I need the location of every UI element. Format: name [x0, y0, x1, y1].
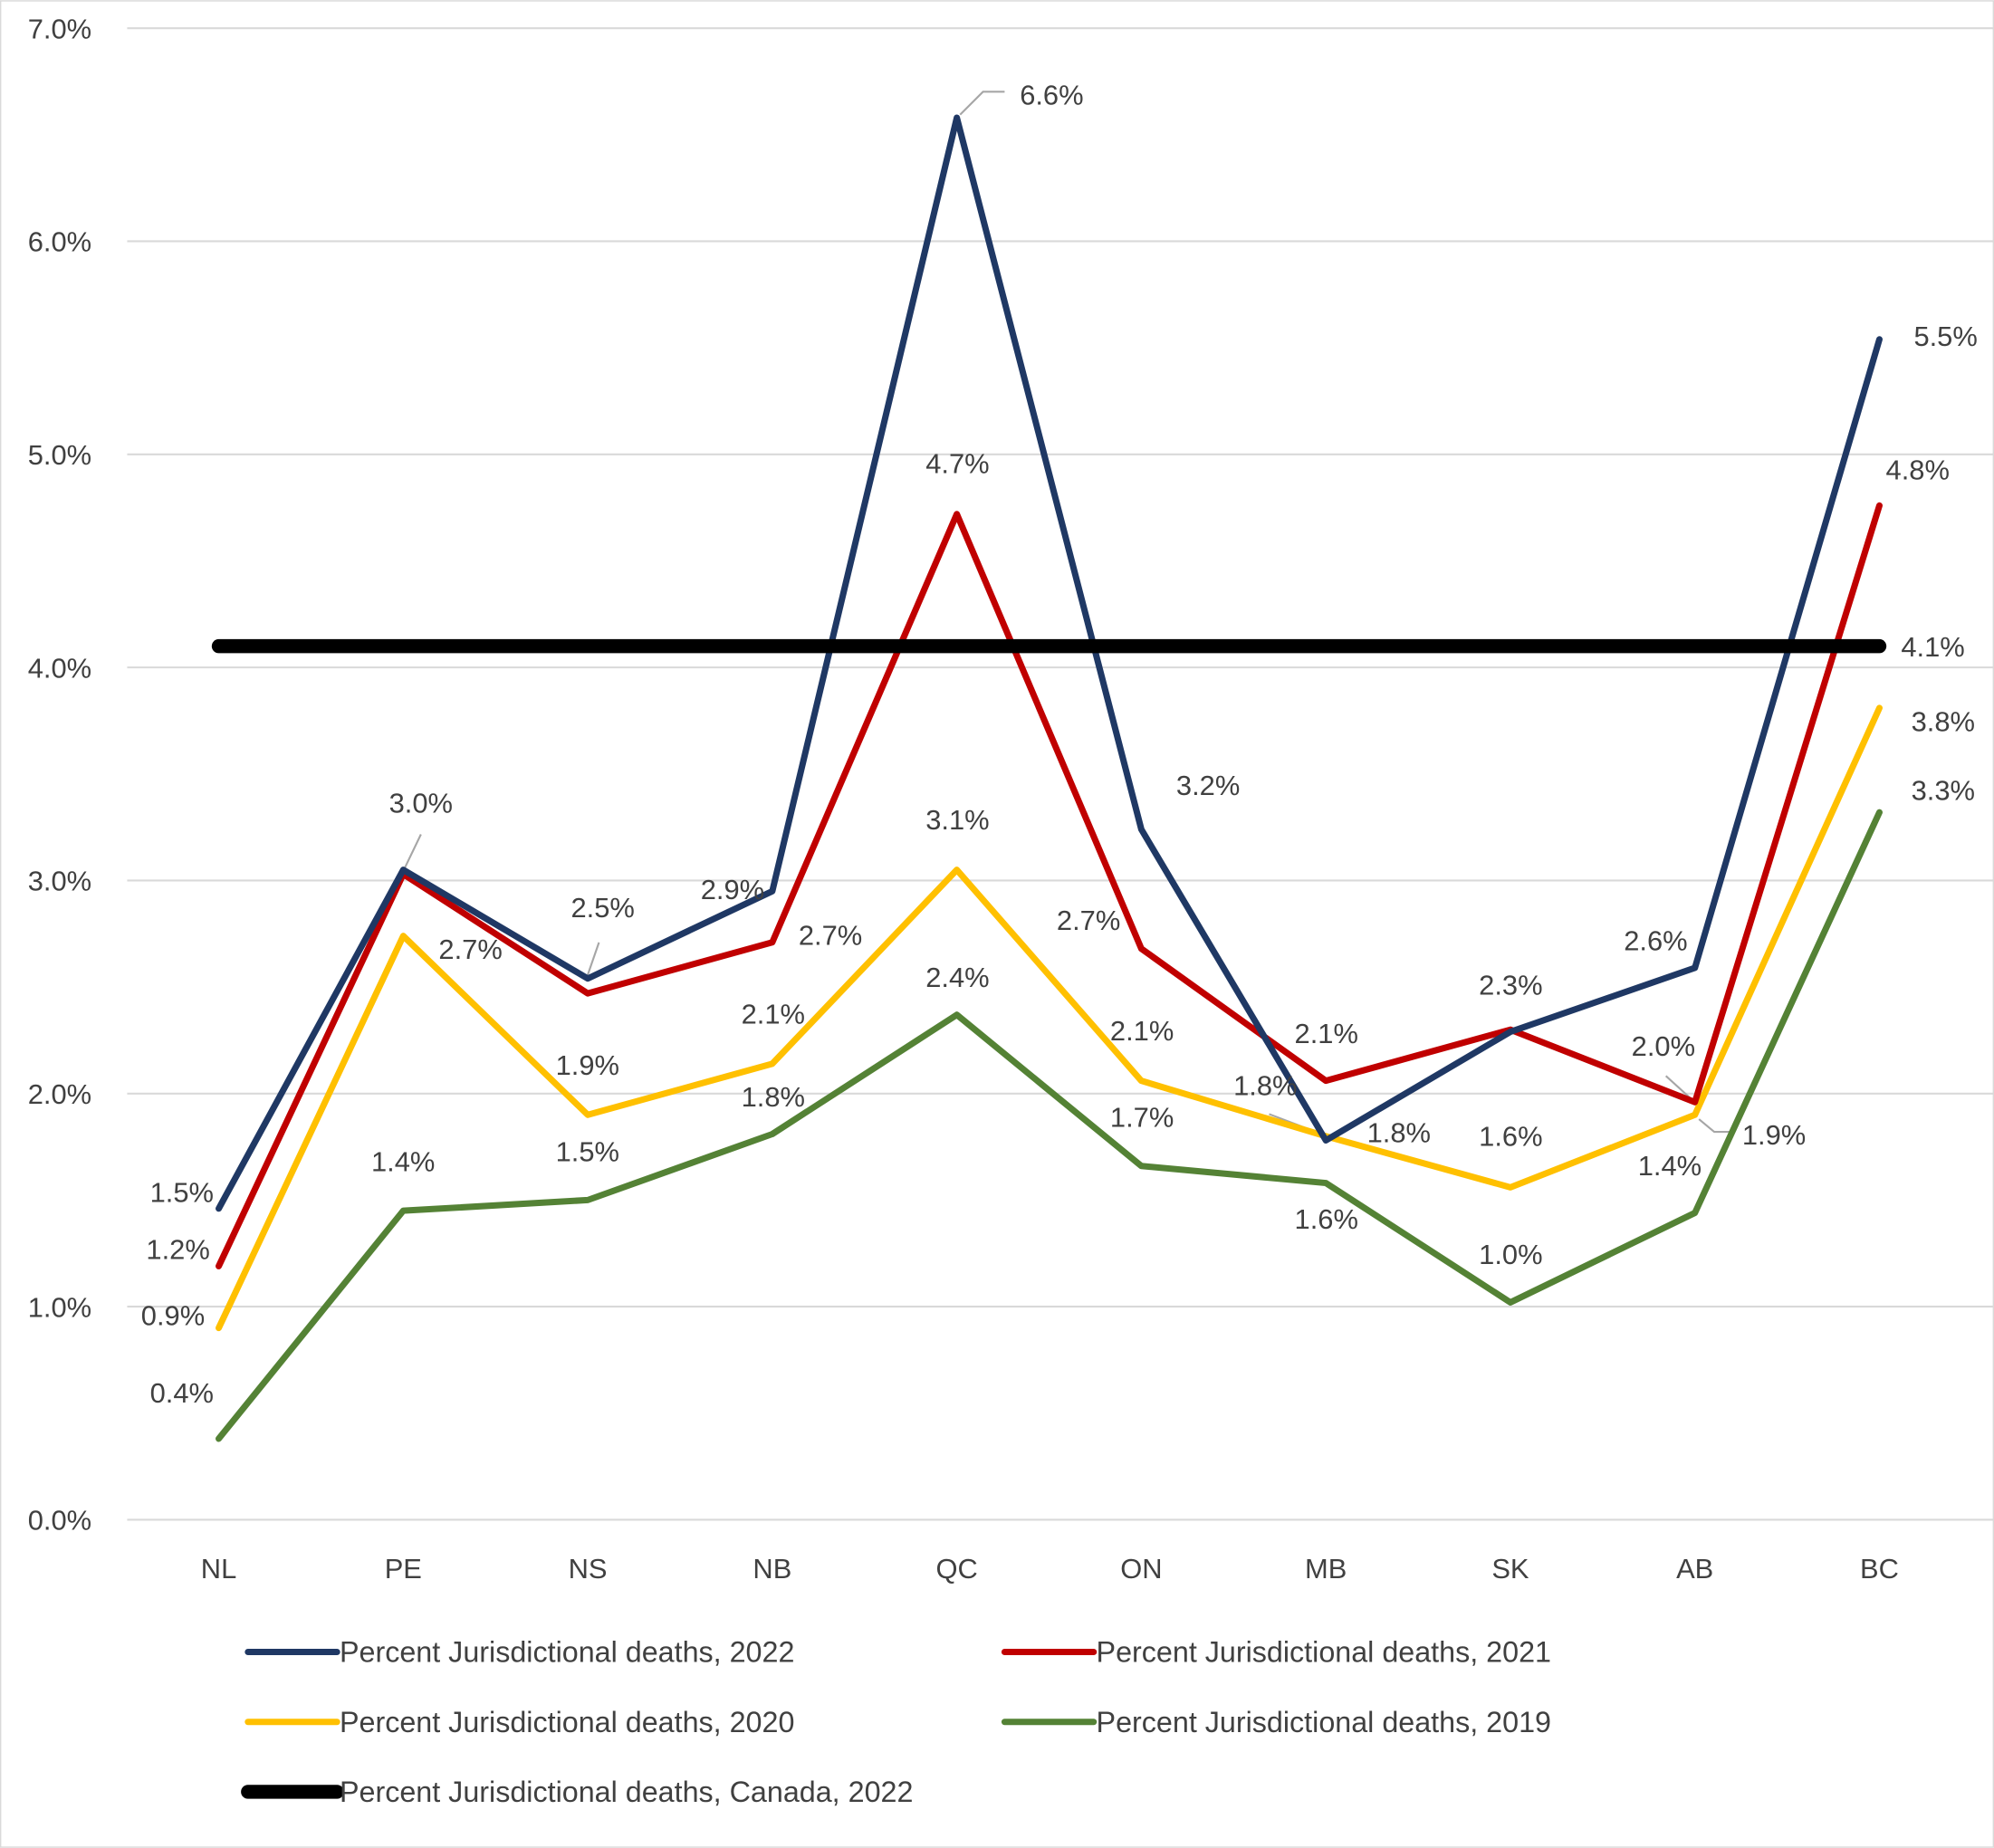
y-tick-label: 0.0% [28, 1505, 91, 1537]
data-label: 4.8% [1886, 455, 1950, 486]
x-tick-label: NB [753, 1553, 791, 1585]
x-tick-label: BC [1860, 1553, 1899, 1585]
data-label: 1.8% [742, 1081, 805, 1113]
data-label: 2.9% [701, 874, 764, 905]
series-line [216, 809, 1883, 1442]
leader-line [959, 91, 1005, 116]
data-label: 2.7% [1057, 905, 1120, 936]
data-label: 2.0% [1632, 1030, 1695, 1062]
legend-item: Percent Jurisdictional deaths, Canada, 2… [241, 1776, 913, 1808]
x-tick-label: ON [1120, 1553, 1162, 1585]
data-label: 3.2% [1176, 770, 1240, 801]
data-label: 1.8% [1233, 1069, 1297, 1101]
data-label: 0.9% [141, 1300, 205, 1332]
x-tick-label: PE [385, 1553, 422, 1585]
legend-label: Percent Jurisdictional deaths, 2021 [1097, 1636, 1551, 1669]
data-label: 3.8% [1912, 706, 1975, 738]
data-label: 1.5% [150, 1176, 214, 1208]
y-tick-label: 4.0% [28, 652, 91, 684]
legend-item: Percent Jurisdictional deaths, 2020 [244, 1706, 794, 1738]
data-label: 1.0% [1479, 1239, 1542, 1270]
y-tick-label: 5.0% [28, 439, 91, 471]
data-label: 5.5% [1913, 321, 1977, 352]
data-label: 2.3% [1479, 969, 1542, 1001]
legend-item: Percent Jurisdictional deaths, 2022 [244, 1636, 794, 1669]
legend-item: Percent Jurisdictional deaths, 2019 [1001, 1706, 1551, 1738]
data-label: 1.7% [1110, 1101, 1174, 1133]
leader-line [586, 942, 600, 976]
legend-item: Percent Jurisdictional deaths, 2021 [1001, 1636, 1551, 1669]
legend-label: Percent Jurisdictional deaths, 2020 [340, 1706, 794, 1738]
data-label: 0.4% [150, 1377, 214, 1409]
x-tick-label: AB [1676, 1553, 1713, 1585]
data-label: 6.6% [1020, 79, 1083, 110]
series-line [216, 114, 1883, 1212]
data-label: 1.4% [371, 1146, 435, 1178]
x-tick-label: MB [1305, 1553, 1347, 1585]
legend-label: Percent Jurisdictional deaths, 2019 [1097, 1706, 1551, 1738]
data-label: 1.5% [556, 1135, 619, 1167]
data-label: 1.6% [1479, 1121, 1542, 1153]
y-tick-label: 6.0% [28, 226, 91, 258]
data-label: 2.4% [925, 962, 989, 993]
data-label: 2.1% [1295, 1018, 1358, 1049]
data-label: 1.8% [1367, 1116, 1431, 1148]
data-label: 1.6% [1295, 1203, 1358, 1235]
y-tick-label: 3.0% [28, 866, 91, 897]
data-label: 2.7% [799, 920, 862, 952]
x-tick-label: SK [1491, 1553, 1529, 1585]
series-line [216, 704, 1883, 1332]
data-label: 2.6% [1624, 924, 1687, 956]
data-label: 3.3% [1912, 775, 1975, 807]
y-tick-label: 7.0% [28, 13, 91, 44]
data-label: 4.1% [1901, 631, 1964, 663]
data-label: 1.9% [1742, 1119, 1806, 1151]
x-tick-label: QC [935, 1553, 977, 1585]
data-label: 2.7% [438, 934, 502, 965]
x-tick-label: NS [569, 1553, 608, 1585]
data-label: 2.1% [742, 999, 805, 1030]
legend-label: Percent Jurisdictional deaths, Canada, 2… [340, 1776, 913, 1808]
series-line [216, 502, 1883, 1269]
data-label: 1.4% [1638, 1150, 1702, 1182]
data-label: 4.7% [925, 448, 989, 480]
data-label: 2.5% [570, 892, 634, 924]
y-tick-label: 2.0% [28, 1078, 91, 1110]
legend-label: Percent Jurisdictional deaths, 2022 [340, 1636, 794, 1669]
data-label: 3.1% [925, 804, 989, 836]
leader-line [1698, 1118, 1732, 1134]
y-tick-label: 1.0% [28, 1291, 91, 1323]
data-label: 1.2% [146, 1234, 209, 1266]
data-label: 2.1% [1110, 1015, 1174, 1047]
x-tick-label: NL [201, 1553, 236, 1585]
data-label: 1.9% [556, 1049, 619, 1081]
data-label: 3.0% [389, 788, 453, 819]
leader-line [403, 834, 422, 869]
